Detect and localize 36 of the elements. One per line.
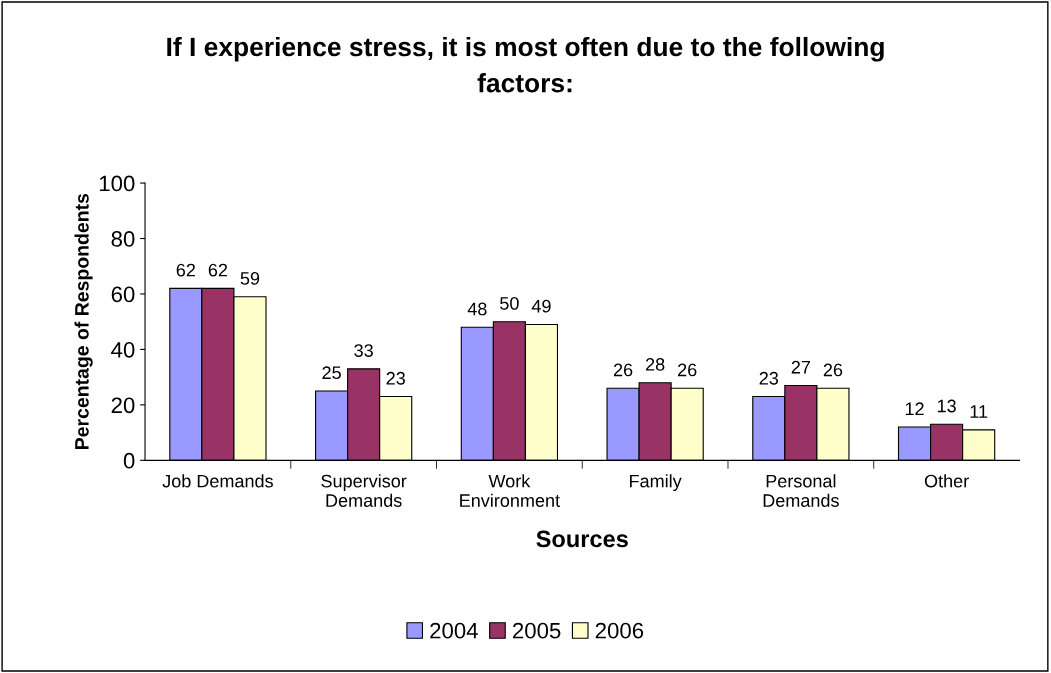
- y-tick-label: 40: [111, 341, 135, 358]
- y-tick-label: 80: [111, 231, 135, 247]
- data-label: 49: [531, 299, 551, 313]
- legend-label: 2006: [595, 622, 644, 639]
- data-label: 62: [208, 263, 228, 277]
- y-tick-label: 0: [123, 452, 135, 469]
- legend-label: 2004: [430, 622, 478, 639]
- data-label: 11: [970, 405, 988, 418]
- data-label: 25: [322, 366, 341, 380]
- data-label: 48: [467, 302, 487, 316]
- x-tick-label: Work Environment: [460, 474, 560, 507]
- data-label: 28: [645, 358, 665, 371]
- x-axis-title: Sources: [536, 530, 628, 548]
- data-label: 23: [759, 371, 779, 385]
- data-label: 50: [500, 297, 519, 310]
- y-tick-label: 100: [99, 175, 135, 192]
- legend-label: 2005: [513, 622, 561, 639]
- data-label: 23: [386, 371, 405, 385]
- data-label: 27: [791, 360, 810, 374]
- y-axis-title: Percentage of Respondents: [74, 193, 93, 449]
- x-tick-label: Family: [630, 474, 682, 492]
- data-label: 33: [354, 344, 373, 357]
- y-tick-label: 20: [111, 397, 135, 414]
- y-tick-label: 60: [111, 286, 135, 303]
- x-tick-label: Job Demands: [162, 474, 273, 488]
- data-label: 59: [240, 272, 260, 285]
- x-tick-label: Personal Demands: [763, 474, 839, 507]
- data-label: 62: [176, 263, 195, 277]
- data-label: 26: [823, 363, 843, 377]
- x-tick-label: Supervisor Demands: [321, 474, 407, 507]
- data-label: 26: [613, 363, 633, 377]
- chart-title: If I experience stress, it is most often due to the following factors:: [167, 36, 884, 93]
- x-tick-label: Other: [924, 474, 969, 488]
- data-label: 13: [937, 399, 956, 413]
- data-label: 26: [678, 363, 697, 377]
- data-label: 12: [905, 402, 924, 415]
